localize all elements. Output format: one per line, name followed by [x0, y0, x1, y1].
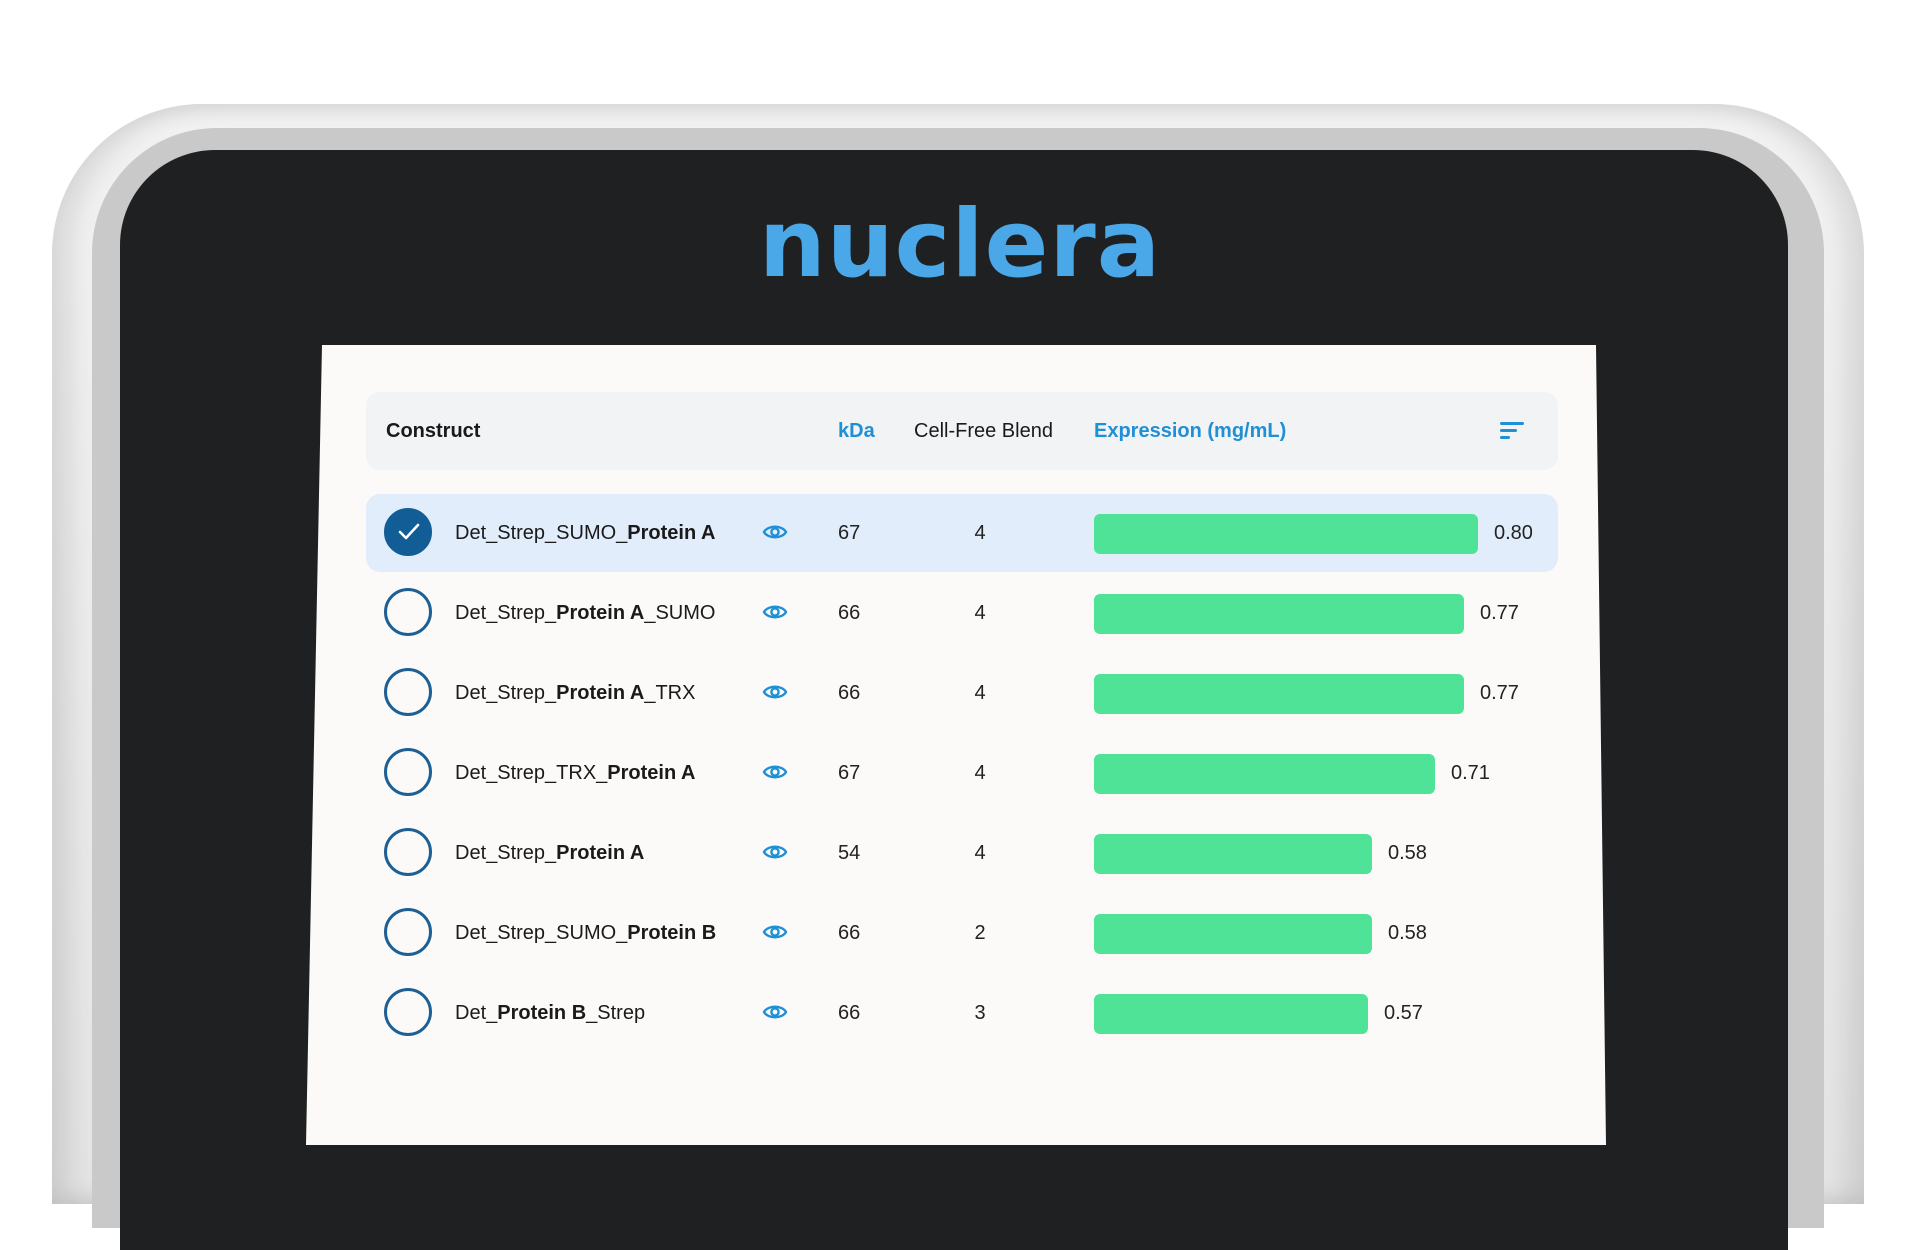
radio-unchecked[interactable]: [384, 588, 432, 636]
radio-checked[interactable]: [384, 508, 432, 556]
blend-value: 4: [974, 842, 986, 864]
eye-icon[interactable]: [762, 842, 788, 862]
eye-icon[interactable]: [762, 602, 788, 622]
radio-unchecked[interactable]: [384, 668, 432, 716]
expression-value: 0.58: [1388, 842, 1427, 864]
eye-icon[interactable]: [762, 682, 788, 702]
construct-name: Det_Strep_Protein A_SUMO: [455, 602, 716, 624]
kda-value: 54: [838, 842, 861, 864]
table-row[interactable]: Det_Strep_Protein A_TRX 66 4 0.77: [366, 654, 1558, 732]
blend-value: 4: [974, 522, 986, 544]
blend-value: 2: [974, 922, 986, 944]
construct-name: Det_Strep_SUMO_Protein B: [455, 922, 717, 944]
header-cell-free-blend[interactable]: Cell-Free Blend: [914, 419, 1053, 442]
expression-value: 0.58: [1388, 922, 1427, 944]
expression-bar: [1094, 914, 1372, 954]
expression-bar-track: [1094, 594, 1514, 634]
construct-name: Det_Strep_TRX_Protein A: [455, 762, 696, 784]
eye-icon[interactable]: [762, 922, 788, 942]
kda-value: 66: [838, 602, 861, 624]
construct-name: Det_Strep_Protein A: [455, 842, 645, 864]
table-row[interactable]: Det_Strep_SUMO_Protein B 66 2 0.58: [366, 894, 1558, 972]
construct-name: Det_Strep_SUMO_Protein A: [455, 522, 716, 544]
eye-icon[interactable]: [762, 522, 788, 542]
kda-value: 67: [838, 762, 861, 784]
table-row[interactable]: Det_Strep_SUMO_Protein A 67 4 0.80: [366, 494, 1558, 572]
expression-bar: [1094, 834, 1372, 874]
table-row[interactable]: Det_Strep_TRX_Protein A 67 4 0.71: [366, 734, 1558, 812]
expression-value: 0.80: [1494, 522, 1533, 544]
eye-icon[interactable]: [762, 762, 788, 782]
table-row[interactable]: Det_Protein B_Strep 66 3 0.57: [366, 974, 1558, 1052]
blend-value: 3: [974, 1002, 986, 1024]
expression-bar: [1094, 514, 1478, 554]
eye-icon[interactable]: [762, 1002, 788, 1022]
blend-value: 4: [974, 762, 986, 784]
expression-bar-track: [1094, 674, 1514, 714]
radio-unchecked[interactable]: [384, 988, 432, 1036]
kda-value: 66: [838, 682, 861, 704]
device-screen: [306, 345, 1606, 1145]
expression-bar-track: [1094, 514, 1514, 554]
table-row[interactable]: Det_Strep_Protein A_SUMO 66 4 0.77: [366, 574, 1558, 652]
brand-logo: nuclera: [758, 190, 1162, 299]
expression-value: 0.71: [1451, 762, 1490, 784]
blend-value: 4: [974, 682, 986, 704]
radio-unchecked[interactable]: [384, 828, 432, 876]
expression-value: 0.57: [1384, 1002, 1423, 1024]
expression-bar-track: [1094, 834, 1514, 874]
header-kda[interactable]: kDa: [838, 419, 875, 442]
expression-bar: [1094, 594, 1464, 634]
construct-name: Det_Strep_Protein A_TRX: [455, 682, 696, 704]
radio-unchecked[interactable]: [384, 908, 432, 956]
kda-value: 67: [838, 522, 861, 544]
expression-bar-track: [1094, 994, 1514, 1034]
expression-bar: [1094, 994, 1368, 1034]
expression-bar-track: [1094, 914, 1514, 954]
kda-value: 66: [838, 922, 861, 944]
kda-value: 66: [838, 1002, 861, 1024]
header-expression[interactable]: Expression (mg/mL): [1094, 419, 1287, 442]
table-row[interactable]: Det_Strep_Protein A 54 4 0.58: [366, 814, 1558, 892]
expression-value: 0.77: [1480, 602, 1519, 624]
header-construct[interactable]: Construct: [386, 419, 481, 442]
construct-name: Det_Protein B_Strep: [455, 1002, 646, 1024]
table-header: Construct kDa Cell-Free Blend Expression…: [366, 392, 1558, 470]
checkmark-icon: [398, 523, 420, 540]
radio-unchecked[interactable]: [384, 748, 432, 796]
expression-bar: [1094, 754, 1435, 794]
expression-bar-track: [1094, 754, 1514, 794]
expression-bar: [1094, 674, 1464, 714]
blend-value: 4: [974, 602, 986, 624]
sort-lines-icon[interactable]: [1500, 420, 1526, 442]
expression-value: 0.77: [1480, 682, 1519, 704]
